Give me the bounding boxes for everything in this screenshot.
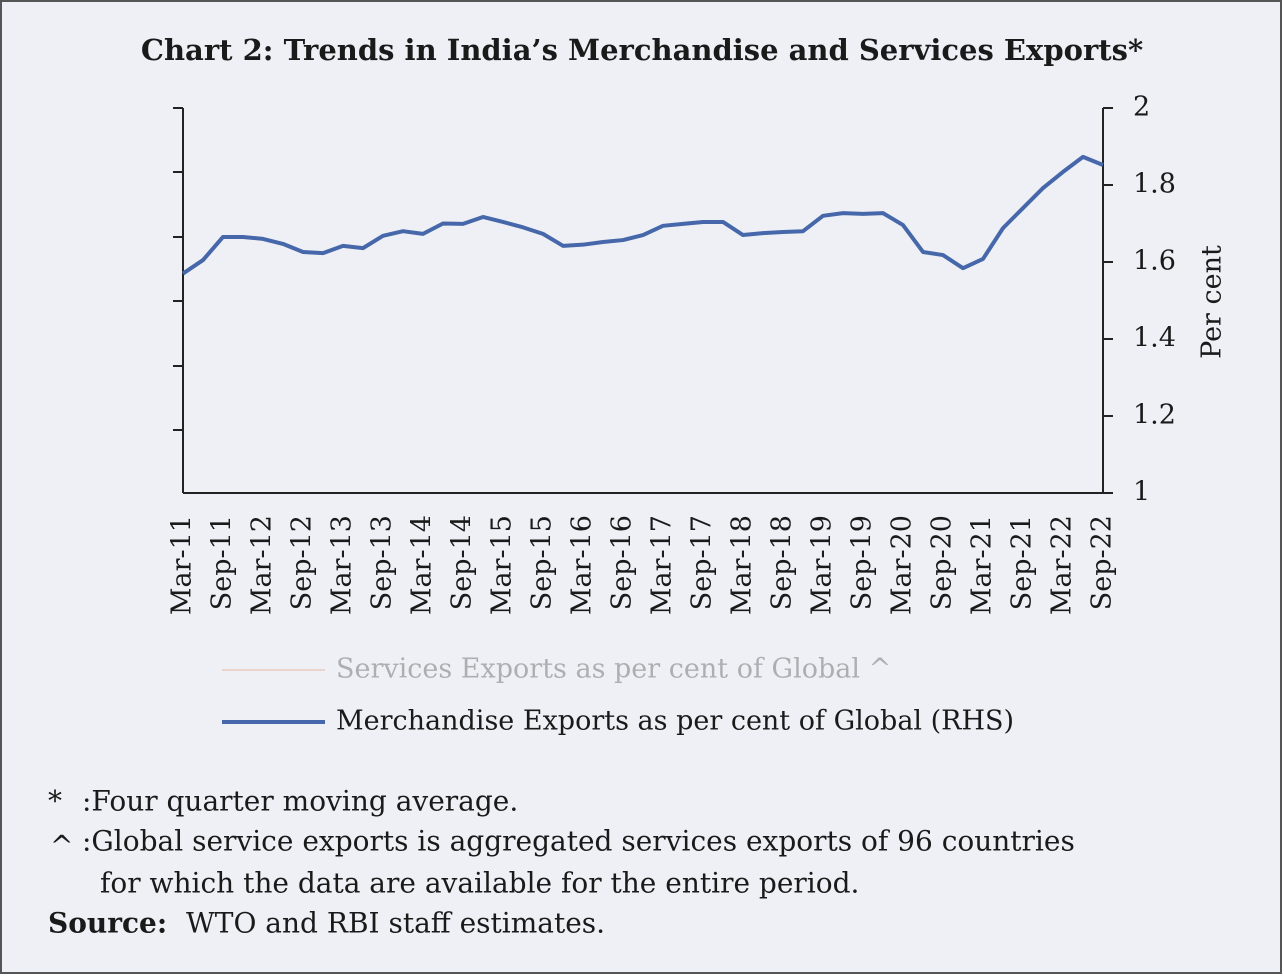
note-text: :Four quarter moving average.	[82, 785, 518, 818]
note-symbol: *	[48, 785, 62, 818]
note-text: :Global service exports is aggregated se…	[82, 825, 1075, 858]
x-tick-label: Mar-20	[887, 515, 918, 615]
line-series	[181, 154, 1104, 276]
x-tick-label: Mar-13	[327, 515, 358, 615]
y2-tick-label: 1.2	[1133, 400, 1176, 431]
y2-tick-label: 1.6	[1133, 246, 1176, 277]
x-tick-label: Mar-19	[807, 515, 838, 615]
x-tick-label: Sep-15	[527, 515, 558, 610]
legend-label: Services Exports as per cent of Global ^	[336, 654, 891, 685]
x-tick-label: Sep-13	[367, 515, 398, 610]
x-tick-label: Sep-22	[1087, 515, 1118, 610]
x-tick-label: Mar-17	[647, 515, 678, 615]
x-tick-label: Mar-11	[167, 515, 198, 615]
note-text: for which the data are available for the…	[100, 867, 859, 900]
x-tick-label: Sep-11	[207, 515, 238, 610]
y2-axis-label: Per cent	[1197, 245, 1228, 359]
x-tick-label: Sep-19	[847, 515, 878, 610]
x-tick-label: Sep-20	[927, 515, 958, 610]
x-tick-label: Sep-18	[767, 515, 798, 610]
source-label: Source:	[48, 907, 167, 940]
x-tick-label: Sep-21	[1007, 515, 1038, 610]
chart-title: Chart 2: Trends in India’s Merchandise a…	[141, 33, 1143, 67]
left-axis	[173, 107, 1104, 494]
x-tick-label: Mar-22	[1047, 515, 1078, 615]
x-tick-label: Mar-21	[967, 515, 998, 615]
x-tick-label: Mar-16	[567, 515, 598, 615]
x-tick-label: Mar-15	[487, 515, 518, 615]
y2-tick-label: 1	[1133, 477, 1150, 508]
note-symbol: ^	[50, 830, 73, 863]
x-tick-label: Sep-16	[607, 515, 638, 610]
source-text: WTO and RBI staff estimates.	[186, 907, 605, 940]
legend-label: Merchandise Exports as per cent of Globa…	[336, 706, 1014, 737]
x-tick-label: Sep-14	[447, 515, 478, 610]
y2-tick-label: 1.8	[1133, 169, 1176, 200]
x-tick-label: Sep-12	[287, 515, 318, 610]
y2-tick-label: 2	[1133, 92, 1150, 123]
x-tick-label: Mar-14	[407, 515, 438, 615]
x-tick-label: Sep-17	[687, 515, 718, 610]
y2-tick-label: 1.4	[1133, 323, 1176, 354]
x-tick-label: Mar-12	[247, 515, 278, 615]
x-tick-label: Mar-18	[727, 515, 758, 615]
